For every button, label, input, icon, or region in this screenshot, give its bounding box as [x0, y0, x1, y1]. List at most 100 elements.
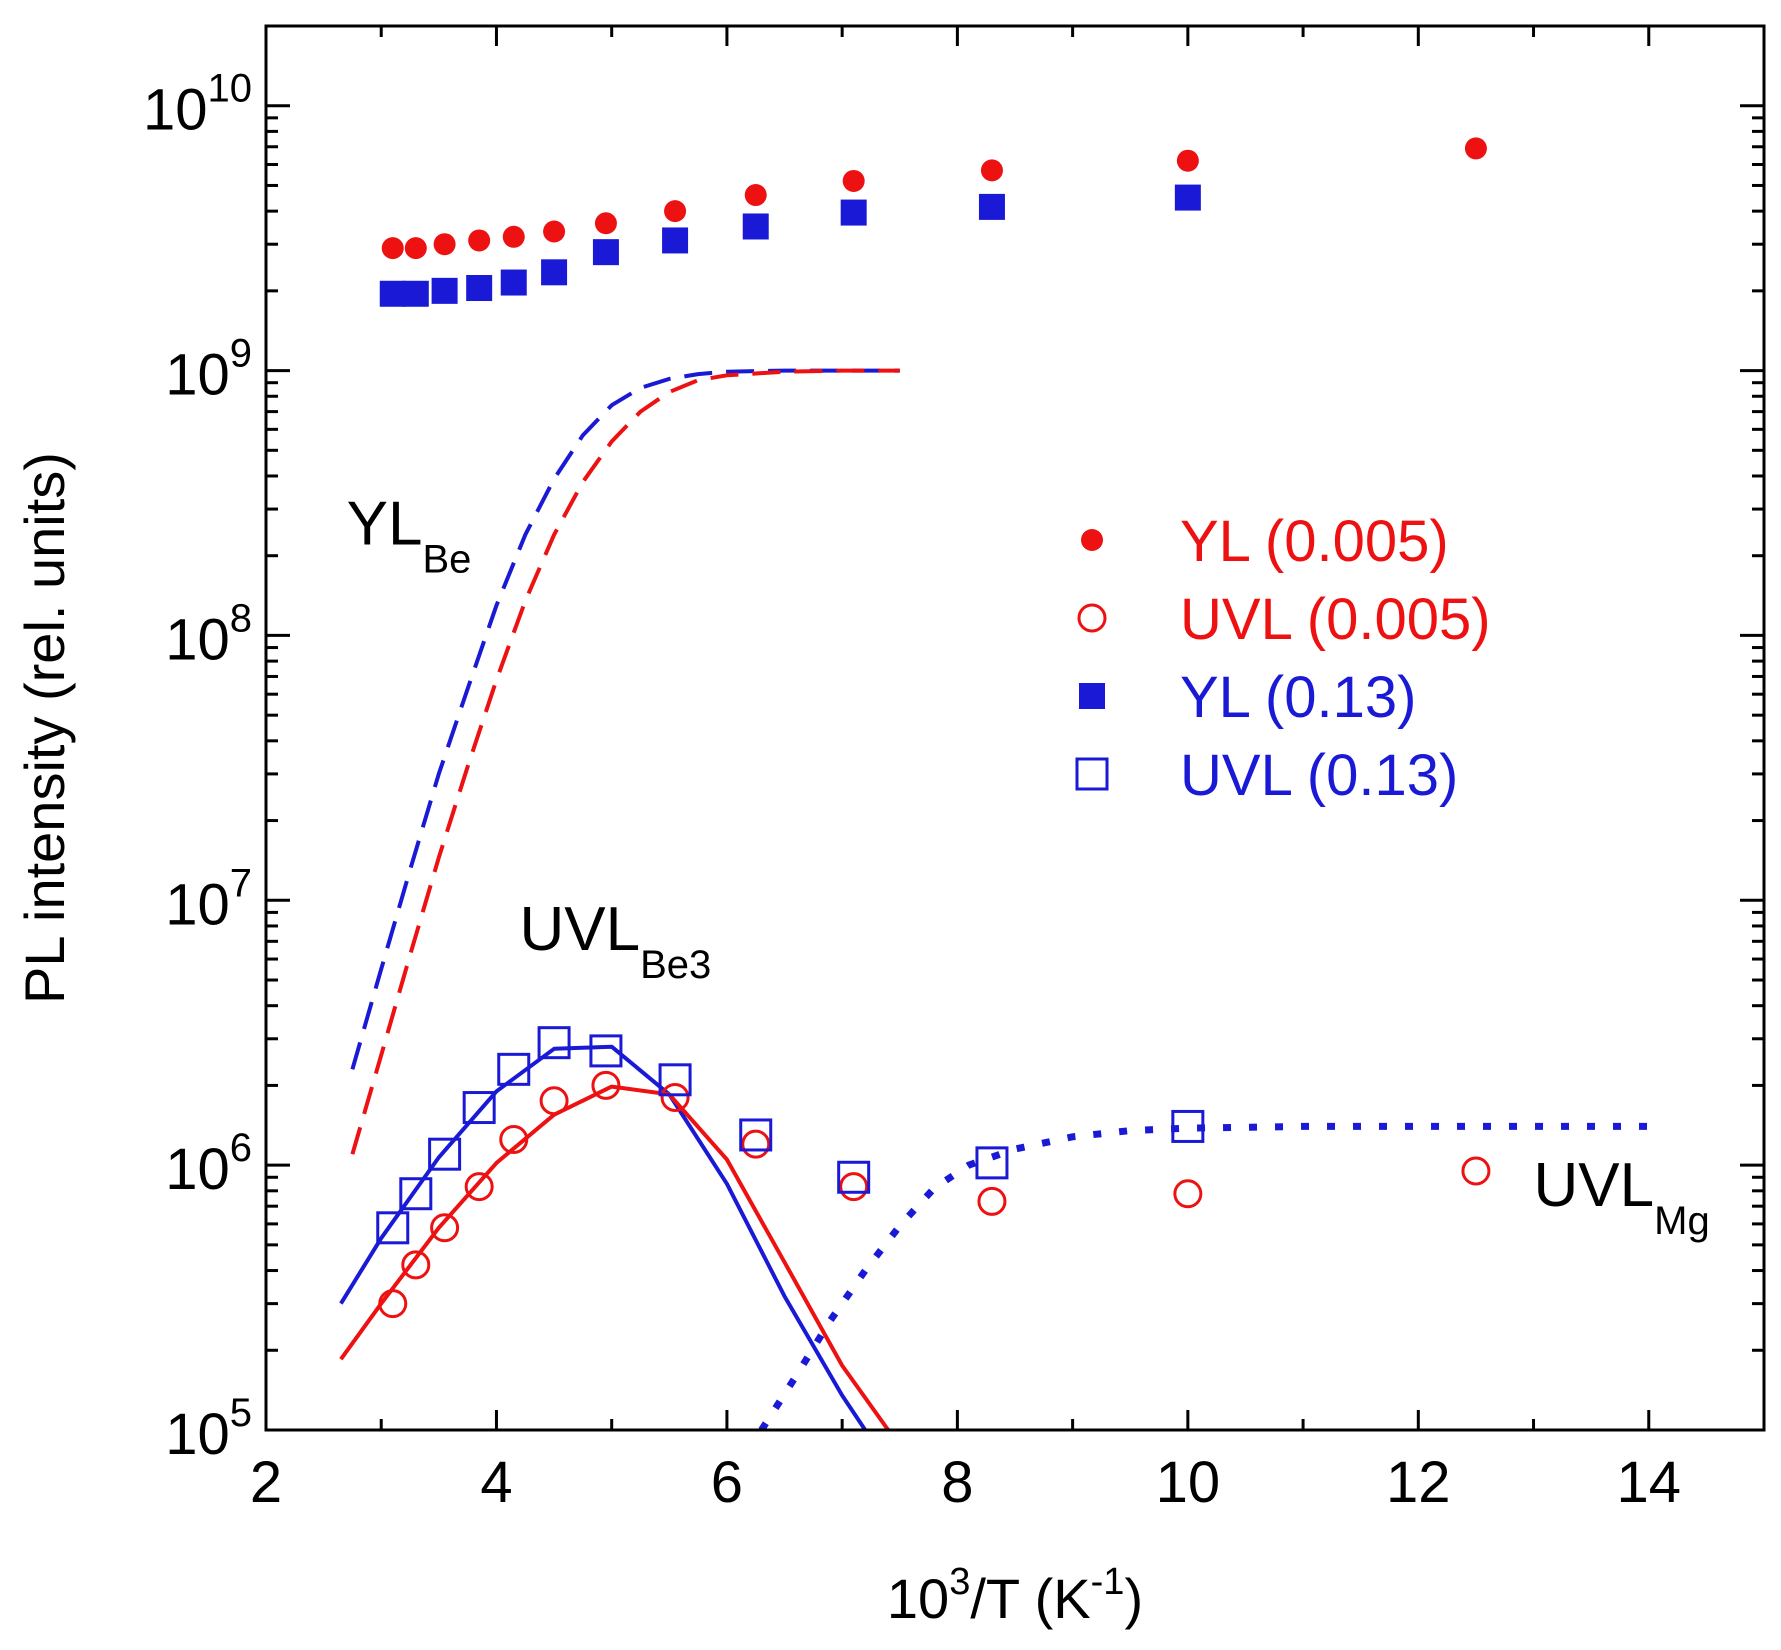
y-tick-label: 1010 — [143, 67, 252, 143]
data-point — [840, 199, 867, 226]
y-axis-label: PL intensity (rel. units) — [13, 452, 76, 1004]
data-point — [1174, 184, 1201, 211]
data-point — [378, 1289, 408, 1319]
y-tick-label-exp: 7 — [230, 861, 252, 905]
data-point — [660, 1083, 690, 1113]
data-point — [497, 1052, 531, 1086]
x-axis-label-end: ) — [1124, 1567, 1143, 1630]
data-point — [662, 227, 689, 254]
data-point — [379, 280, 406, 307]
data-point — [977, 1186, 1007, 1216]
data-point — [541, 259, 568, 286]
data-point — [741, 1129, 771, 1159]
data-point — [975, 1146, 1009, 1180]
data-point — [1461, 1156, 1491, 1186]
data-point — [401, 1250, 431, 1280]
data-point — [404, 237, 427, 260]
data-point — [499, 1124, 529, 1154]
data-point — [658, 1063, 692, 1097]
annotation-main: UVL — [1534, 1151, 1655, 1220]
legend-label: YL (0.005) — [1180, 509, 1449, 574]
legend-marker — [1079, 683, 1105, 709]
annotation-sub: Mg — [1654, 1199, 1710, 1243]
legend-label: UVL (0.005) — [1180, 587, 1491, 652]
x-axis-label-sup2: -1 — [1091, 1561, 1125, 1603]
annotation-uvl-be3: UVLBe3 — [520, 895, 712, 987]
data-point — [433, 233, 456, 256]
y-tick-label-base: 10 — [143, 78, 208, 143]
data-point — [502, 225, 525, 248]
data-point — [837, 1160, 871, 1194]
data-point — [500, 269, 527, 296]
annotation-sub: Be — [423, 538, 472, 582]
y-tick-label-exp: 10 — [208, 67, 253, 111]
y-tick-label-base: 10 — [165, 1402, 230, 1467]
y-tick-label: 106 — [165, 1126, 252, 1202]
data-point — [839, 1172, 869, 1202]
y-tick-label-base: 10 — [165, 872, 230, 937]
data-point — [842, 169, 865, 192]
data-point — [431, 277, 458, 304]
data-point — [978, 193, 1005, 220]
data-point — [739, 1118, 773, 1152]
data-point — [543, 220, 566, 243]
fit-line — [758, 1122, 1649, 1430]
data-markers — [376, 137, 1491, 1319]
data-point — [591, 1070, 621, 1100]
data-point — [539, 1086, 569, 1116]
x-tick-label: 2 — [250, 1450, 282, 1515]
legend-marker — [1075, 757, 1109, 791]
y-tick-label: 107 — [165, 861, 252, 937]
data-point — [468, 229, 491, 252]
data-point — [428, 1137, 462, 1171]
data-point — [1176, 149, 1199, 172]
x-tick-label: 4 — [480, 1450, 512, 1515]
x-axis-label-base: 10 — [887, 1567, 949, 1630]
data-point — [399, 1177, 433, 1211]
data-point — [592, 239, 619, 266]
x-tick-label: 14 — [1617, 1450, 1682, 1515]
y-tick-label-exp: 6 — [230, 1126, 252, 1170]
annotation-sub: Be3 — [640, 943, 711, 987]
y-tick-label-base: 10 — [165, 1137, 230, 1202]
data-point — [537, 1026, 571, 1060]
legend-label: YL (0.13) — [1180, 665, 1416, 730]
annotation-main: YL — [347, 490, 423, 559]
plot-frame — [264, 24, 1766, 1432]
data-point — [402, 280, 429, 307]
x-tick-label: 6 — [711, 1450, 743, 1515]
y-tick-label: 108 — [165, 596, 252, 672]
legend-marker — [1081, 529, 1103, 551]
data-point — [744, 184, 767, 207]
data-point — [589, 1034, 623, 1068]
data-point — [1464, 137, 1487, 160]
data-point — [980, 159, 1003, 182]
y-tick-label: 109 — [165, 332, 252, 408]
legend: YL (0.005) UVL (0.005) YL (0.13) UVL (0.13) — [1075, 509, 1491, 808]
x-tick-label: 12 — [1386, 1450, 1451, 1515]
data-point — [376, 1211, 410, 1245]
axis-ticks — [266, 24, 1764, 1432]
y-tick-label-exp: 5 — [230, 1391, 252, 1435]
y-tick-label-base: 10 — [165, 607, 230, 672]
data-point — [664, 200, 687, 223]
data-point — [462, 1091, 496, 1125]
x-axis-label-mid: /T (K — [970, 1567, 1090, 1630]
x-axis-label: 103/T (K-1) — [887, 1561, 1143, 1630]
data-point — [1173, 1179, 1203, 1209]
y-tick-label: 105 — [165, 1391, 252, 1467]
data-point — [381, 237, 404, 260]
data-point — [466, 275, 493, 302]
legend-marker — [1077, 603, 1107, 633]
data-point — [430, 1213, 460, 1243]
annotation-main: UVL — [520, 895, 641, 964]
data-point — [742, 213, 769, 240]
data-point — [594, 212, 617, 235]
y-tick-label-exp: 8 — [230, 596, 252, 640]
y-tick-label-exp: 9 — [230, 332, 252, 376]
data-point — [1171, 1109, 1205, 1143]
